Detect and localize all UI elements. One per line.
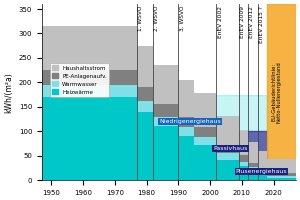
Bar [217,145,239,153]
Bar [267,4,296,180]
Bar [248,163,258,167]
Text: EnEV 2012: EnEV 2012 [250,6,254,38]
Bar [239,162,248,166]
Bar [248,167,258,171]
Bar [137,46,153,87]
Bar [178,127,194,136]
Y-axis label: kWh/(m²a): kWh/(m²a) [4,72,13,113]
Bar [267,173,296,176]
Text: Passivhaus: Passivhaus [213,146,248,151]
Bar [194,145,217,180]
Bar [229,156,267,180]
Bar [217,116,239,145]
Bar [137,101,153,112]
Bar [267,176,296,178]
Bar [217,153,239,160]
Bar [137,87,153,101]
Text: 2. WSVO: 2. WSVO [154,6,159,31]
Bar [248,171,258,180]
Bar [178,136,194,180]
Bar [258,151,267,168]
Bar [42,85,137,97]
Bar [239,166,248,180]
Bar [204,131,267,156]
Bar [217,160,239,180]
Bar [258,175,267,180]
Text: Niedrigenergiehaus: Niedrigenergiehaus [159,119,221,124]
Text: EnEV 2002: EnEV 2002 [218,6,223,38]
Bar [267,178,296,180]
Bar [147,95,267,131]
Bar [153,117,178,126]
Bar [194,127,217,137]
Bar [267,159,296,173]
Bar [194,93,217,127]
Bar [178,80,194,117]
Bar [248,142,258,163]
Bar [194,137,217,145]
Bar [137,112,153,180]
Bar [42,26,137,70]
Bar [239,155,248,162]
Text: Plusenergiehaus: Plusenergiehaus [236,169,287,174]
Text: 3. WSVO: 3. WSVO [180,6,185,31]
Text: EnEV 2009: EnEV 2009 [240,6,245,38]
Bar [153,104,178,117]
Bar [42,97,137,180]
Bar [258,168,267,172]
Bar [153,126,178,180]
Bar [153,65,178,104]
Text: EU-Gebäuderichtlinie:
Netto-Nullenergiestand: EU-Gebäuderichtlinie: Netto-Nullenergies… [271,61,282,123]
Text: 1. WSVO: 1. WSVO [138,6,143,31]
Bar [178,117,194,127]
Text: EnEV 2015 ?: EnEV 2015 ? [259,6,264,43]
Bar [42,70,137,85]
Legend: Haushaltsstrom, PE-Anlagenaufv., Warmwasser, Heizwärme: Haushaltsstrom, PE-Anlagenaufv., Warmwas… [50,63,109,97]
Bar [239,131,248,155]
Bar [258,172,267,175]
